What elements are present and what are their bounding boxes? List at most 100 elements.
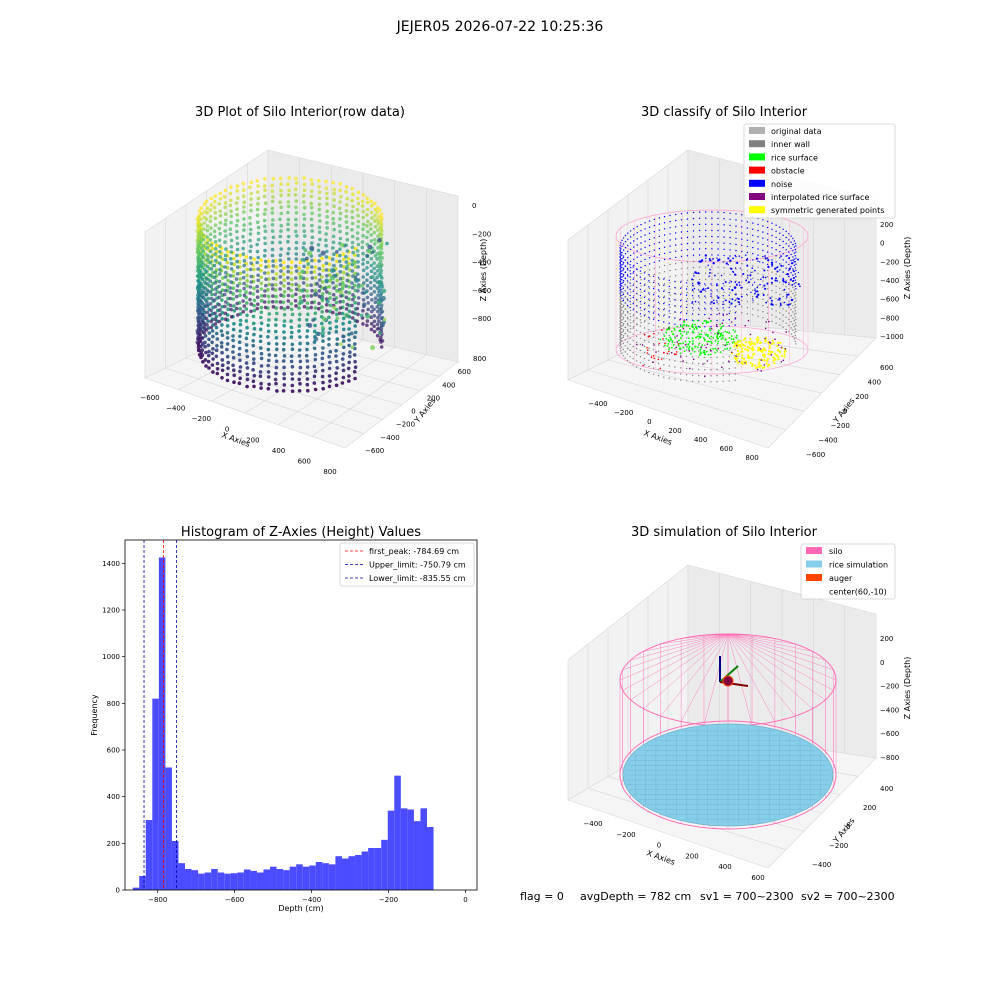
classify-point xyxy=(762,317,764,319)
raw-point xyxy=(271,305,276,309)
raw-point xyxy=(259,281,264,286)
classify-point xyxy=(795,318,797,321)
raw-point xyxy=(315,281,319,286)
classify-point xyxy=(723,224,725,226)
classify-point xyxy=(627,256,629,259)
raw-point xyxy=(202,325,207,329)
raw-point xyxy=(305,301,310,305)
raw-point xyxy=(353,265,358,269)
classify-point xyxy=(679,329,682,331)
classify-point xyxy=(699,349,702,351)
classify-point xyxy=(648,263,651,265)
raw-point xyxy=(220,288,225,293)
classify-point xyxy=(629,328,632,330)
classify-point xyxy=(663,307,666,310)
classify-point xyxy=(720,332,722,334)
classify-point xyxy=(728,294,730,296)
classify-point xyxy=(620,340,622,342)
classify-point xyxy=(779,275,781,277)
classify-point xyxy=(752,271,754,273)
raw-point xyxy=(242,293,247,298)
raw-point xyxy=(332,263,336,268)
raw-point xyxy=(309,305,314,310)
classify-point xyxy=(785,304,787,306)
raw-point xyxy=(226,278,230,283)
raw-point xyxy=(331,257,335,262)
classify-point xyxy=(624,320,627,322)
raw-point xyxy=(235,253,239,258)
classify-point xyxy=(679,347,682,350)
classify-z-tick-0: 200 xyxy=(880,221,893,229)
classify-point xyxy=(680,286,683,288)
classify-point xyxy=(629,291,632,293)
classify-point xyxy=(716,349,718,352)
histogram-bar xyxy=(322,863,329,890)
classify-point xyxy=(728,288,730,290)
raw-point xyxy=(217,279,222,284)
classify-point xyxy=(698,301,700,303)
classify-point xyxy=(622,293,624,296)
raw-point xyxy=(344,185,349,189)
raw-point xyxy=(379,327,384,331)
classify-point xyxy=(644,246,646,248)
classify-point xyxy=(698,350,700,352)
classify-point xyxy=(792,256,794,258)
classify-point xyxy=(619,250,621,253)
classify-point xyxy=(692,254,695,256)
raw-point xyxy=(229,220,233,225)
classify-point xyxy=(705,278,707,280)
classify-point xyxy=(683,324,686,326)
classify-point xyxy=(643,370,646,372)
raw-point xyxy=(344,190,348,194)
raw-point xyxy=(281,272,286,277)
raw-point xyxy=(201,296,206,300)
classify-point xyxy=(755,338,758,341)
histogram-bar xyxy=(145,820,153,890)
classify-point xyxy=(763,269,766,272)
raw-point xyxy=(206,359,211,364)
classify-point xyxy=(730,338,733,340)
classify-point xyxy=(714,274,716,277)
raw-point xyxy=(350,345,355,350)
classify-point xyxy=(723,273,725,275)
classify-point xyxy=(764,287,767,290)
classify-point xyxy=(729,285,731,288)
raw-point xyxy=(297,284,301,288)
raw-x-tick-4: 200 xyxy=(246,436,259,444)
classify-point xyxy=(722,288,724,291)
classify-point xyxy=(685,312,688,315)
raw-point xyxy=(320,305,324,309)
raw-point xyxy=(256,196,261,201)
classify-point xyxy=(621,352,623,354)
classify-point xyxy=(619,287,621,289)
raw-point xyxy=(208,279,213,284)
raw-point xyxy=(334,312,339,317)
classify-point xyxy=(632,309,634,311)
raw-point xyxy=(213,210,218,215)
classify-point xyxy=(763,364,766,366)
classify-point xyxy=(711,290,713,293)
classify-point xyxy=(668,291,670,294)
raw-y-tick-3: 0 xyxy=(411,408,415,416)
raw-point xyxy=(294,199,299,203)
classify-point xyxy=(669,276,671,278)
raw-point xyxy=(235,236,239,240)
raw-point xyxy=(313,369,318,374)
raw-point xyxy=(347,309,352,314)
classify-point xyxy=(772,342,775,345)
classify-point xyxy=(686,242,689,245)
classify-point xyxy=(685,333,688,335)
classify-point xyxy=(762,293,765,297)
classify-point xyxy=(754,288,756,290)
raw-point xyxy=(249,203,253,207)
raw-point xyxy=(256,255,261,260)
classify-point xyxy=(636,311,638,313)
classify-point xyxy=(724,330,727,333)
classify-point xyxy=(653,224,655,227)
raw-point xyxy=(324,186,329,190)
raw-point xyxy=(197,244,201,249)
classify-point xyxy=(652,287,655,290)
raw-point xyxy=(278,240,282,245)
classify-point xyxy=(640,236,642,238)
